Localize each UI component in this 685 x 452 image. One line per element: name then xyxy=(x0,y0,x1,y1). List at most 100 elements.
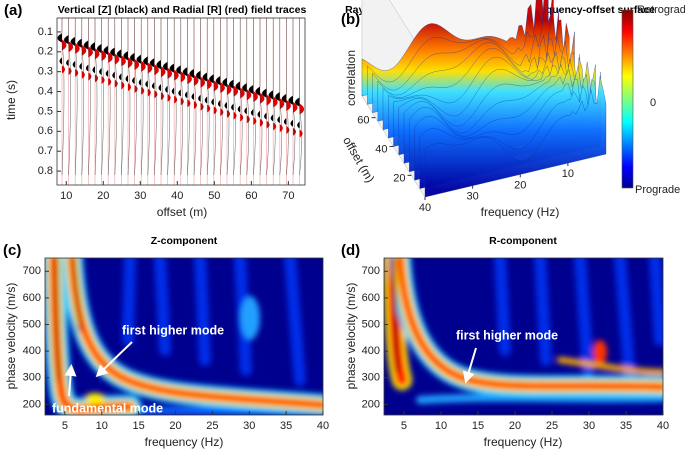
y-tick-label: 40 xyxy=(375,143,387,155)
r-wavelet xyxy=(180,71,186,106)
x-tick-label: 40 xyxy=(317,420,329,432)
z-wavelet xyxy=(136,54,142,86)
x-tick-label: 35 xyxy=(620,420,632,432)
r-wavelet xyxy=(121,55,126,90)
r-wavelet xyxy=(299,103,305,138)
x-axis-label: offset (m) xyxy=(157,205,207,219)
arrow xyxy=(64,364,77,397)
panel-label: (c) xyxy=(3,242,21,259)
z-wavelet xyxy=(189,68,194,100)
x-tick-label: 5 xyxy=(401,420,407,432)
r-wavelet xyxy=(246,89,252,124)
x-tick-label: 10 xyxy=(96,420,108,432)
wiggle xyxy=(149,18,157,176)
r-wavelet xyxy=(213,80,219,115)
z-wavelet xyxy=(83,40,89,72)
wiggle xyxy=(70,18,78,176)
r-wavelet xyxy=(220,82,225,117)
plot-frame xyxy=(56,17,306,186)
r-wavelet xyxy=(128,57,133,92)
wiggle xyxy=(228,18,236,176)
z-wavelet xyxy=(255,86,260,118)
y-axis-label: offset (m) xyxy=(340,134,377,185)
wiggle xyxy=(242,18,249,176)
x-tick-label: 10 xyxy=(60,190,72,202)
x-tick-label: 40 xyxy=(419,202,431,214)
r-wavelet xyxy=(62,39,67,74)
y-tick-label: 700 xyxy=(23,265,41,277)
panel-title: Vertical [Z] (black) and Radial [R] (red… xyxy=(58,4,307,16)
annotation: first higher mode xyxy=(456,328,558,342)
r-wavelet xyxy=(81,44,87,79)
z-wavelet xyxy=(281,93,287,125)
wiggle xyxy=(176,18,183,176)
x-axis-label: frequency (Hz) xyxy=(484,435,563,449)
colorbar-label: Prograde xyxy=(635,184,680,196)
wiggle xyxy=(255,18,263,176)
arrow xyxy=(95,341,133,378)
x-tick-label: 35 xyxy=(280,420,292,432)
r-wavelet xyxy=(95,48,100,83)
y-tick-label: 0.6 xyxy=(38,125,53,137)
wiggle xyxy=(288,18,296,176)
wiggle xyxy=(275,18,282,176)
z-wavelet xyxy=(116,49,122,81)
wiggle xyxy=(63,18,71,176)
wiggle xyxy=(110,18,117,176)
y-axis-label: phase velocity (m/s) xyxy=(344,283,358,390)
r-wavelet xyxy=(108,51,113,86)
z-wavelet xyxy=(196,70,201,102)
y-tick-label: 0.2 xyxy=(38,46,53,58)
x-tick-label: 70 xyxy=(282,190,294,202)
z-wavelet xyxy=(242,83,247,115)
colorbar-label: Retrograde xyxy=(637,4,685,16)
wiggle xyxy=(83,18,91,176)
x-tick-label: 40 xyxy=(657,420,669,432)
x-tick-label: 30 xyxy=(467,191,479,203)
r-wavelet xyxy=(240,87,245,122)
y-tick-label: 0.8 xyxy=(38,165,53,177)
z-wavelet xyxy=(235,81,241,113)
r-wavelet xyxy=(200,76,206,111)
wiggle xyxy=(90,18,98,176)
r-wavelet xyxy=(114,53,120,88)
r-wavelet xyxy=(161,66,166,101)
z-wavelet xyxy=(268,90,274,122)
wiggle xyxy=(195,18,203,176)
z-wavelet xyxy=(57,33,62,65)
z-wavelet xyxy=(64,35,69,67)
wiggle xyxy=(248,18,256,176)
r-wavelet xyxy=(207,78,212,113)
wiggle xyxy=(96,18,104,176)
colorbar xyxy=(621,9,634,189)
y-tick-label: 0.3 xyxy=(38,66,53,78)
wiggle xyxy=(57,18,65,176)
x-tick-label: 30 xyxy=(243,420,255,432)
wiggle xyxy=(129,18,137,176)
z-wavelet xyxy=(110,47,115,79)
z-wavelet xyxy=(275,92,280,124)
z-wavelet xyxy=(130,52,135,84)
x-tick-label: 20 xyxy=(97,190,109,202)
wiggle xyxy=(202,18,210,176)
panel-title: Z-component xyxy=(151,235,218,247)
x-tick-label: 20 xyxy=(514,179,526,191)
z-wavelet xyxy=(123,51,128,83)
y-tick-label: 0.4 xyxy=(38,85,53,97)
dispersion-image xyxy=(45,258,323,415)
z-wavelet xyxy=(215,76,221,108)
x-tick-label: 40 xyxy=(171,190,183,202)
y-tick-label: 200 xyxy=(23,398,41,410)
wiggle xyxy=(281,18,289,176)
plot-frame xyxy=(383,257,664,416)
r-wavelet xyxy=(101,50,107,85)
y-axis-label: time (s) xyxy=(4,80,18,120)
r-wavelet xyxy=(187,73,192,108)
z-wavelet xyxy=(77,38,82,70)
wiggle xyxy=(209,18,216,176)
z-wavelet xyxy=(143,56,148,88)
wiggle xyxy=(143,18,150,176)
traces xyxy=(57,18,305,185)
r-wavelet xyxy=(260,92,265,127)
panel-label: (d) xyxy=(341,242,360,259)
